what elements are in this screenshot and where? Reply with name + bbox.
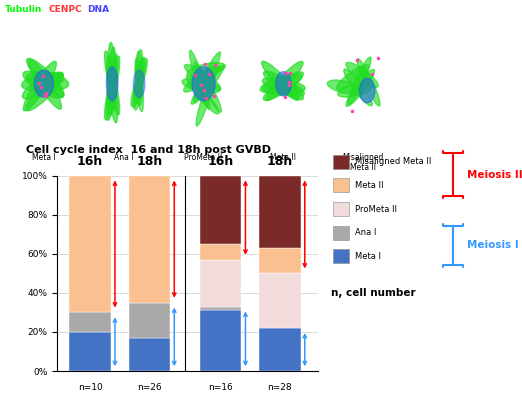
Ellipse shape bbox=[27, 72, 69, 90]
Bar bbox=[128, 303, 170, 338]
Bar bbox=[259, 248, 301, 273]
Text: ProMeta II: ProMeta II bbox=[355, 205, 397, 213]
Bar bbox=[128, 338, 170, 371]
Ellipse shape bbox=[194, 52, 221, 102]
Bar bbox=[69, 332, 111, 371]
Text: CENPC: CENPC bbox=[48, 6, 82, 14]
Bar bbox=[259, 273, 301, 328]
FancyBboxPatch shape bbox=[333, 155, 349, 169]
Ellipse shape bbox=[276, 71, 291, 96]
Ellipse shape bbox=[189, 50, 210, 109]
Ellipse shape bbox=[182, 78, 220, 93]
Text: ProMeta II: ProMeta II bbox=[184, 153, 223, 162]
Ellipse shape bbox=[357, 59, 380, 106]
Ellipse shape bbox=[262, 61, 299, 100]
Ellipse shape bbox=[27, 58, 64, 97]
Ellipse shape bbox=[21, 73, 64, 91]
FancyBboxPatch shape bbox=[333, 226, 349, 240]
Ellipse shape bbox=[194, 62, 221, 112]
Ellipse shape bbox=[337, 65, 369, 90]
Ellipse shape bbox=[108, 47, 116, 115]
Text: Tubulin: Tubulin bbox=[5, 6, 43, 14]
Bar bbox=[200, 176, 241, 244]
FancyBboxPatch shape bbox=[333, 202, 349, 216]
Text: Ana I: Ana I bbox=[355, 228, 377, 237]
Ellipse shape bbox=[22, 72, 63, 99]
Text: Ana I: Ana I bbox=[114, 153, 134, 162]
Text: 18h: 18h bbox=[267, 155, 293, 168]
Text: n=16: n=16 bbox=[208, 383, 233, 392]
Ellipse shape bbox=[184, 64, 221, 90]
Ellipse shape bbox=[108, 43, 116, 110]
Text: Meta I: Meta I bbox=[355, 252, 381, 261]
Text: Meta II: Meta II bbox=[355, 181, 384, 190]
Text: 16h: 16h bbox=[207, 155, 234, 168]
Ellipse shape bbox=[360, 78, 375, 103]
Ellipse shape bbox=[196, 67, 216, 126]
Ellipse shape bbox=[338, 83, 372, 97]
Ellipse shape bbox=[104, 56, 120, 120]
Ellipse shape bbox=[23, 61, 56, 111]
Ellipse shape bbox=[344, 69, 372, 106]
Ellipse shape bbox=[191, 65, 224, 104]
Text: Meta I: Meta I bbox=[32, 153, 56, 162]
Text: 18h: 18h bbox=[136, 155, 162, 168]
Ellipse shape bbox=[106, 56, 117, 123]
Bar bbox=[128, 176, 170, 302]
Bar bbox=[200, 310, 241, 371]
Ellipse shape bbox=[23, 71, 64, 98]
Ellipse shape bbox=[186, 75, 219, 114]
Ellipse shape bbox=[135, 49, 143, 103]
Text: 16h: 16h bbox=[77, 155, 103, 168]
Ellipse shape bbox=[136, 51, 143, 105]
Bar bbox=[69, 176, 111, 312]
Bar bbox=[200, 306, 241, 310]
Ellipse shape bbox=[29, 59, 62, 109]
Ellipse shape bbox=[348, 57, 371, 105]
Text: Misaligned
Meta II: Misaligned Meta II bbox=[342, 153, 384, 172]
Text: n=26: n=26 bbox=[137, 383, 162, 392]
Text: Meta II: Meta II bbox=[270, 153, 296, 162]
Ellipse shape bbox=[263, 72, 303, 101]
Ellipse shape bbox=[327, 80, 362, 94]
Bar bbox=[259, 176, 301, 248]
Text: n=10: n=10 bbox=[78, 383, 102, 392]
Text: DNA: DNA bbox=[87, 6, 110, 14]
Ellipse shape bbox=[187, 63, 226, 77]
Ellipse shape bbox=[266, 61, 303, 101]
Text: n, cell number: n, cell number bbox=[331, 288, 416, 298]
Ellipse shape bbox=[26, 72, 63, 111]
Ellipse shape bbox=[346, 62, 378, 87]
Ellipse shape bbox=[346, 69, 374, 107]
Ellipse shape bbox=[106, 54, 117, 120]
Ellipse shape bbox=[104, 51, 120, 115]
Ellipse shape bbox=[135, 58, 144, 112]
Ellipse shape bbox=[263, 78, 304, 97]
Ellipse shape bbox=[134, 70, 145, 97]
Bar bbox=[200, 260, 241, 306]
Bar bbox=[69, 312, 111, 332]
Ellipse shape bbox=[106, 67, 118, 101]
FancyBboxPatch shape bbox=[333, 249, 349, 263]
Text: Meiosis I: Meiosis I bbox=[467, 241, 518, 251]
Text: n=28: n=28 bbox=[268, 383, 292, 392]
Ellipse shape bbox=[184, 66, 220, 92]
Ellipse shape bbox=[134, 57, 144, 110]
Bar bbox=[259, 328, 301, 371]
FancyBboxPatch shape bbox=[333, 178, 349, 192]
Text: Cell cycle index  16 and 18h post GVBD: Cell cycle index 16 and 18h post GVBD bbox=[26, 145, 271, 155]
Ellipse shape bbox=[192, 67, 215, 101]
Ellipse shape bbox=[34, 70, 53, 97]
Text: Meiosis II: Meiosis II bbox=[467, 170, 522, 180]
Ellipse shape bbox=[133, 57, 146, 108]
Ellipse shape bbox=[264, 71, 303, 100]
Text: Misaligned Meta II: Misaligned Meta II bbox=[355, 157, 432, 166]
Ellipse shape bbox=[131, 59, 147, 106]
Ellipse shape bbox=[260, 74, 302, 93]
Ellipse shape bbox=[263, 81, 305, 95]
Bar bbox=[200, 244, 241, 260]
